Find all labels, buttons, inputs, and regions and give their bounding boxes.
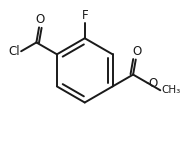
Text: Cl: Cl: [8, 45, 20, 58]
Text: CH₃: CH₃: [161, 85, 180, 95]
Text: O: O: [132, 45, 141, 58]
Text: F: F: [81, 9, 88, 22]
Text: O: O: [148, 76, 157, 90]
Text: O: O: [35, 13, 44, 26]
